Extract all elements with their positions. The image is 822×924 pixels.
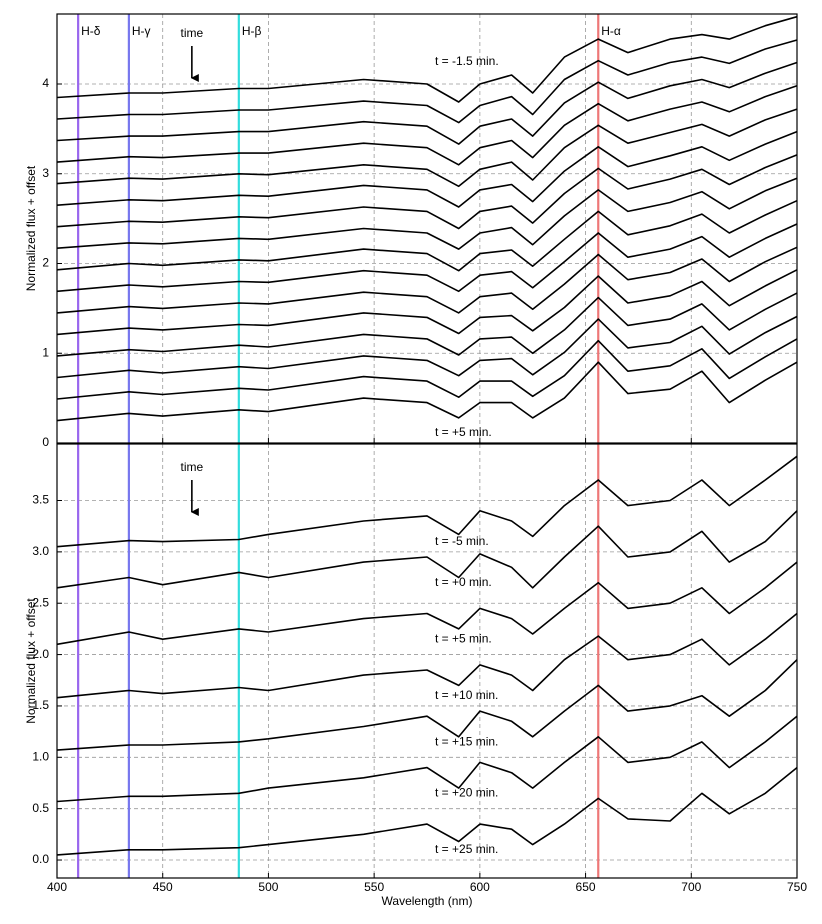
- spectrum-line: [56, 455, 798, 548]
- y-tick-label: 0.0: [32, 852, 49, 866]
- annotation: time: [181, 26, 204, 40]
- y-tick-label: 1.5: [32, 698, 49, 712]
- x-tick-label: 600: [470, 880, 490, 894]
- reference-label: H-β: [242, 24, 262, 38]
- x-tick-label: 400: [47, 880, 67, 894]
- spectrum-line: [56, 561, 798, 646]
- y-tick-label: 3: [42, 166, 49, 180]
- spectrum-line: [56, 199, 798, 272]
- annotation: time: [181, 460, 204, 474]
- series-label: t = -1.5 min.: [435, 54, 499, 68]
- spectrum-line: [56, 39, 798, 124]
- y-tick-label: 0.5: [32, 801, 49, 815]
- series-label: t = +10 min.: [435, 688, 498, 702]
- spectrum-line: [56, 315, 798, 379]
- series-label: t = -5 min.: [435, 534, 489, 548]
- x-tick-label: 450: [153, 880, 173, 894]
- spectrum-line: [56, 61, 798, 145]
- spectrum-line: [56, 612, 798, 699]
- x-tick-label: 550: [364, 880, 384, 894]
- y-axis-title: Normalized flux + offset: [24, 598, 38, 724]
- y-tick-label: 3.0: [32, 544, 49, 558]
- y-tick-label: 1.0: [32, 749, 49, 763]
- spectrum-line: [56, 766, 798, 856]
- spectrum-line: [56, 338, 798, 400]
- spectrum-line: [56, 130, 798, 208]
- y-tick-label: 2.5: [32, 595, 49, 609]
- reference-label: H-γ: [132, 24, 151, 38]
- series-label: t = +0 min.: [435, 575, 492, 589]
- spectrum-line: [56, 177, 798, 250]
- y-tick-label: 0: [42, 435, 49, 449]
- x-tick-label: 750: [787, 880, 807, 894]
- y-tick-label: 1: [42, 345, 49, 359]
- spectrum-line: [56, 85, 798, 166]
- spectrum-line: [56, 108, 798, 188]
- spectrum-line: [56, 361, 798, 422]
- series-label: t = +5 min.: [435, 425, 492, 439]
- y-tick-label: 4: [42, 76, 49, 90]
- spectrum-line: [56, 246, 798, 314]
- y-tick-label: 2: [42, 256, 49, 270]
- x-axis-title: Wavelength (nm): [382, 894, 473, 908]
- spectrum-line: [56, 715, 798, 803]
- spectrum-line: [56, 659, 798, 751]
- spectrum-line: [56, 154, 798, 230]
- spectrum-line: [56, 292, 798, 357]
- plot-frame: [56, 443, 798, 879]
- spectrum-line: [56, 15, 798, 103]
- spectrum-line: [56, 510, 798, 589]
- series-label: t = +25 min.: [435, 842, 498, 856]
- spectrum-line: [56, 269, 798, 336]
- spectrum-line: [56, 223, 798, 293]
- series-label: t = +15 min.: [435, 734, 498, 748]
- y-tick-label: 2.0: [32, 647, 49, 661]
- series-label: t = +20 min.: [435, 786, 498, 800]
- reference-label: H-δ: [81, 24, 101, 38]
- plot-frame: [56, 13, 798, 444]
- reference-label: H-α: [601, 24, 621, 38]
- x-tick-label: 700: [681, 880, 701, 894]
- y-tick-label: 3.5: [32, 493, 49, 507]
- x-tick-label: 650: [576, 880, 596, 894]
- series-label: t = +5 min.: [435, 632, 492, 646]
- x-tick-label: 500: [258, 880, 278, 894]
- y-axis-title: Normalized flux + offset: [24, 165, 38, 291]
